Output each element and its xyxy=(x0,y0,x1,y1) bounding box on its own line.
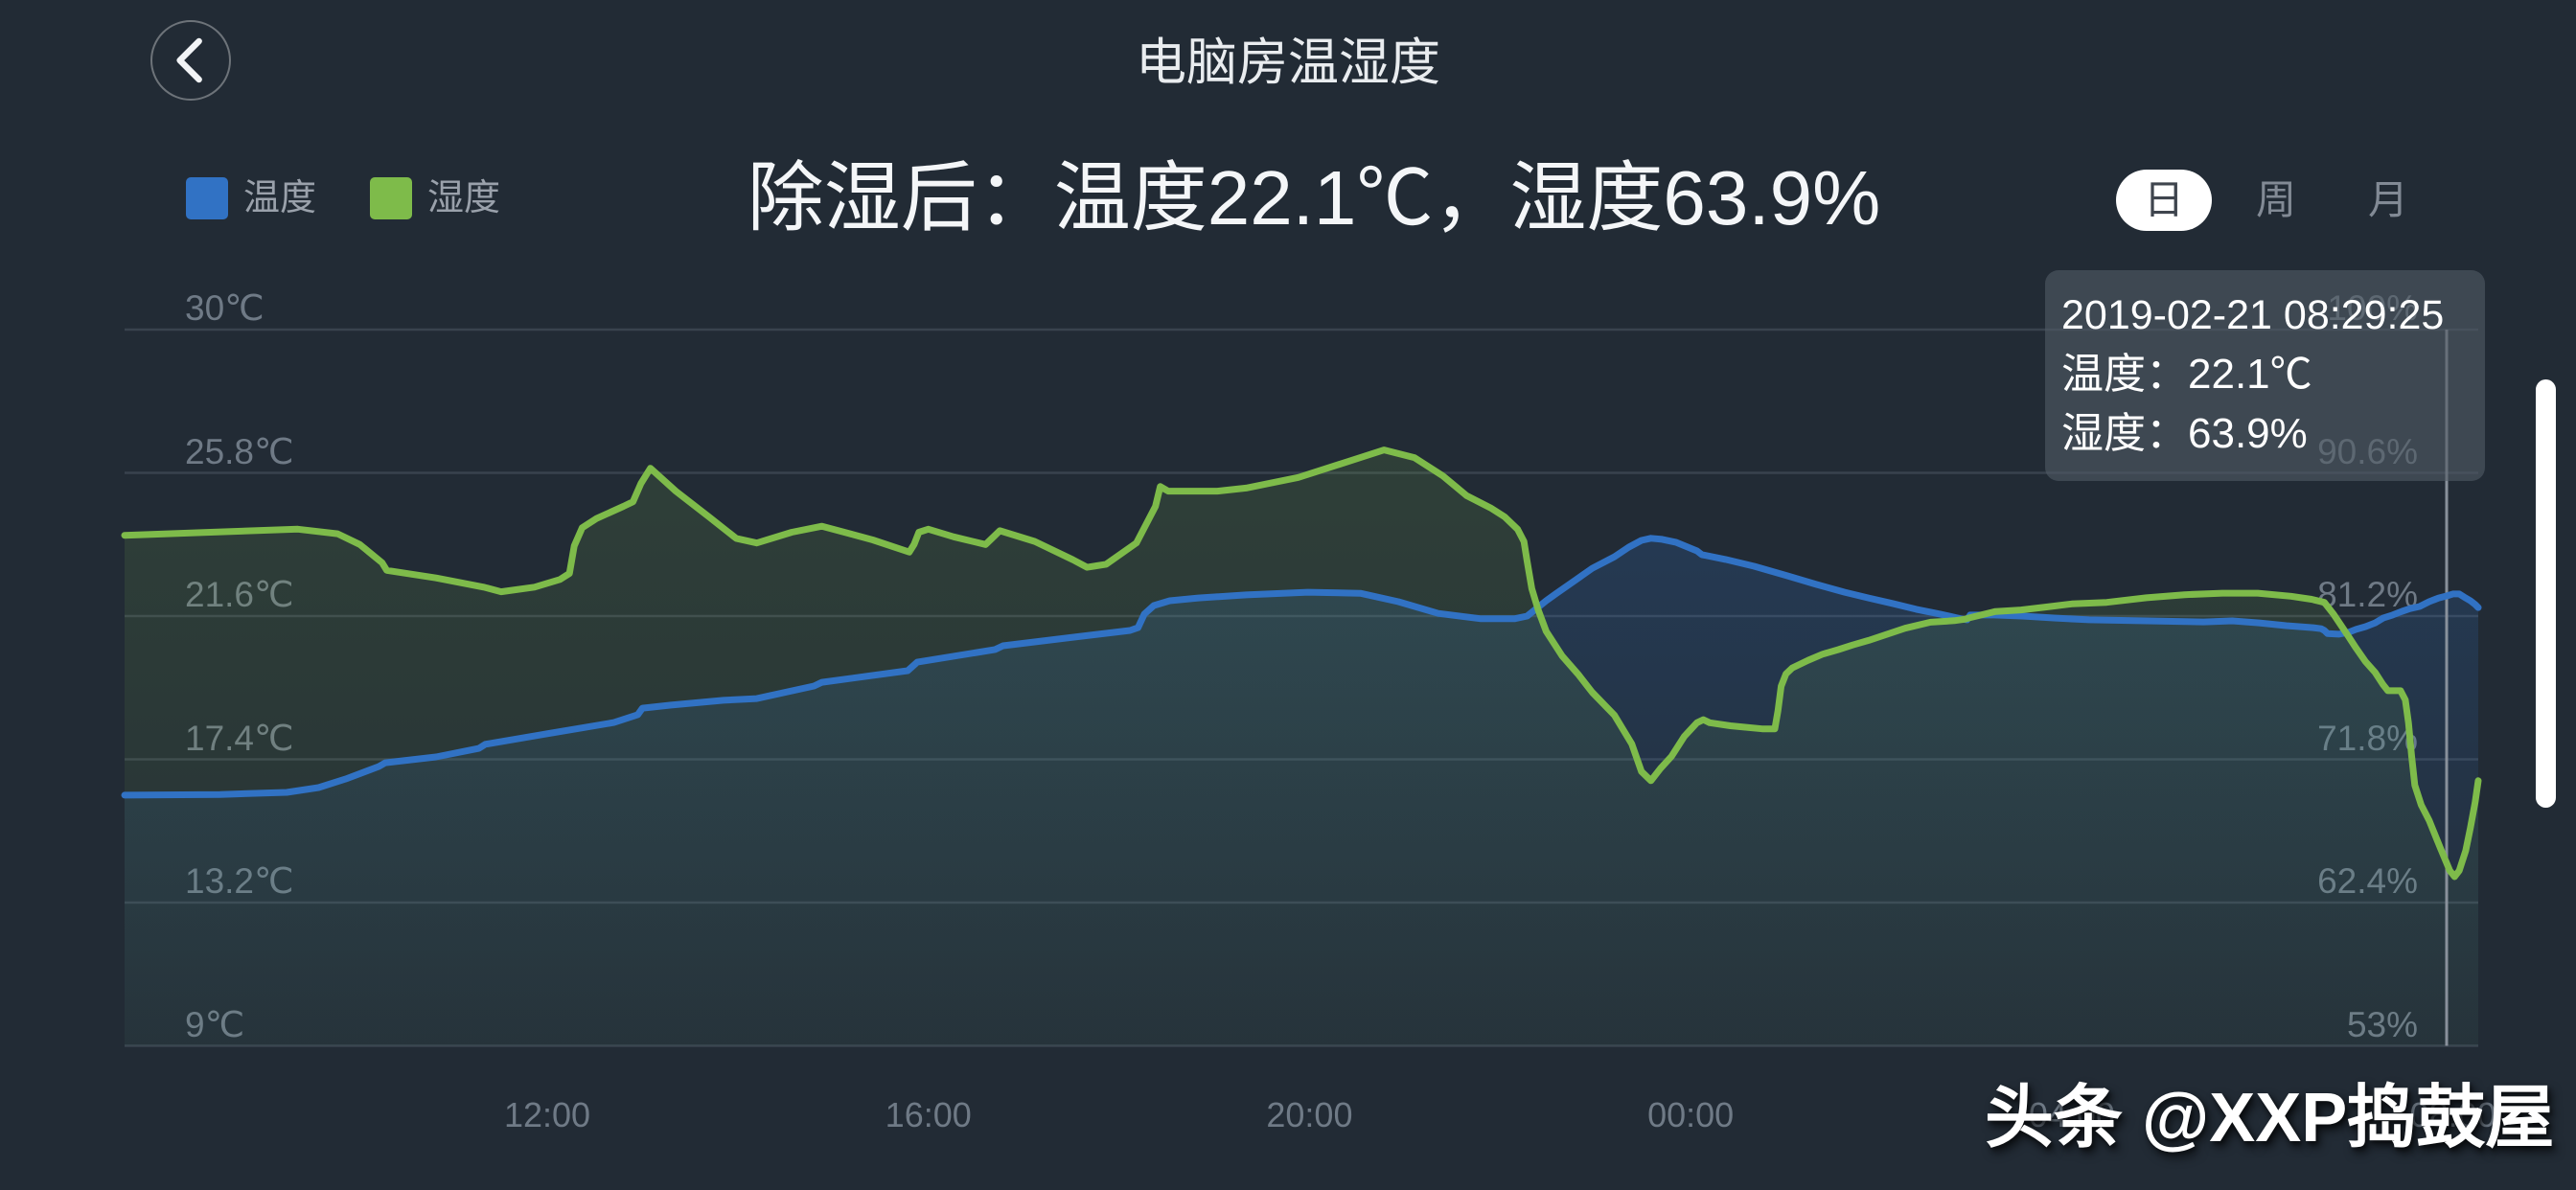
tooltip-temp: 温度：22.1℃ xyxy=(2061,351,2312,398)
page-title: 电脑房温湿度 xyxy=(1136,34,1440,91)
tooltip-hum-value: 63.9% xyxy=(2188,410,2308,457)
tooltip-temp-label: 温度 xyxy=(2061,351,2146,398)
scroll-indicator[interactable] xyxy=(2536,379,2556,808)
y-axis-left-label: 25.8℃ xyxy=(185,431,294,471)
range-segmented-control: 日 周 月 xyxy=(2116,170,2436,231)
legend-hum-label: 湿度 xyxy=(427,178,501,218)
legend-temp-label: 温度 xyxy=(243,178,317,218)
series-line-hum xyxy=(121,446,2482,881)
reading-subtitle: 除湿后：温度22.1℃，湿度63.9% xyxy=(747,155,1881,240)
x-axis-label: 16:00 xyxy=(885,1095,972,1134)
chart-legend: 温度 湿度 xyxy=(186,177,500,219)
tab-day[interactable]: 日 xyxy=(2116,170,2212,231)
x-axis-label: 12:00 xyxy=(503,1095,591,1134)
area-fill-hum xyxy=(125,449,2478,1046)
chevron-left-icon xyxy=(176,37,202,83)
tooltip-timestamp: 2019-02-21 08:29:25 xyxy=(2061,292,2445,338)
tooltip-hum-label: 湿度 xyxy=(2061,410,2146,457)
back-button[interactable] xyxy=(150,20,231,101)
legend-temp-swatch xyxy=(186,177,228,219)
tooltip-hum: 湿度：63.9% xyxy=(2061,410,2308,457)
y-axis-left-label: 30℃ xyxy=(185,288,264,328)
x-axis-label: 00:00 xyxy=(1647,1095,1735,1134)
x-axis-label: 20:00 xyxy=(1266,1095,1353,1134)
legend-hum-swatch xyxy=(370,177,413,219)
series-line-temp xyxy=(121,535,2482,799)
tab-week[interactable]: 周 xyxy=(2255,177,2296,222)
chart-tooltip: 2019-02-21 08:29:25 温度：22.1℃ 湿度：63.9% xyxy=(2045,270,2485,481)
x-axis-label: 08:00 xyxy=(2409,1095,2496,1134)
x-axis-label: 04:00 xyxy=(2028,1095,2115,1134)
tab-month[interactable]: 月 xyxy=(2367,177,2408,222)
y-axis-right-label: 81.2% xyxy=(2317,575,2418,614)
tooltip-temp-value: 22.1℃ xyxy=(2188,351,2312,398)
watermark: 头条 @XXP捣鼓屋 xyxy=(1985,1080,2555,1156)
